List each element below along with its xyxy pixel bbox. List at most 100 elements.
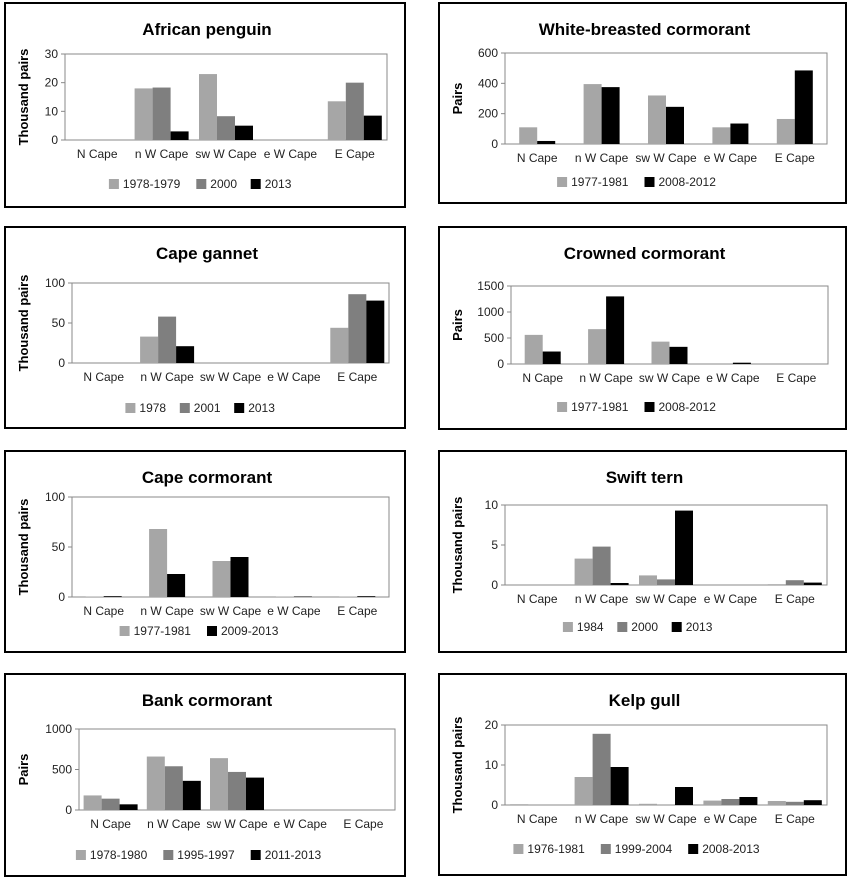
x-category-label: sw W Cape	[635, 592, 697, 606]
x-category-label: sw W Cape	[635, 151, 697, 165]
bar-1984-E-Cape	[767, 584, 786, 585]
bar-2013-sw-W-Cape	[675, 510, 693, 585]
legend-label: 1978-1979	[123, 177, 181, 191]
chart-title: White-breasted cormorant	[539, 20, 751, 39]
legend-label: 1977-1981	[571, 400, 629, 414]
bar-2011-2013-N-Cape	[119, 804, 138, 810]
bar-2009-2013-E-Cape	[357, 596, 376, 597]
swift-tern-chart-svg: Swift tern 0 5 10 Thousand pairs N Cape n W Ca…	[450, 468, 828, 634]
y-tick-label: 0	[51, 133, 58, 147]
y-tick-label: 50	[52, 316, 66, 330]
bar-2008-2012-N-Cape	[542, 351, 561, 364]
bar-2011-2013-n-W-Cape	[182, 780, 201, 810]
legend-swatch	[108, 179, 119, 189]
y-tick-label: 0	[65, 803, 72, 817]
x-category-label: sw W Cape	[200, 604, 262, 618]
legend-label: 1995-1997	[177, 848, 235, 862]
bar-2013-n-W-Cape	[176, 346, 195, 363]
bar-2013-E-Cape	[366, 300, 385, 363]
legend-swatch	[644, 177, 655, 187]
bar-1978-E-Cape	[330, 327, 349, 363]
x-category-label: e W Cape	[704, 812, 758, 826]
bar-1984-sw-W-Cape	[639, 575, 657, 585]
x-category-label: e W Cape	[706, 371, 760, 385]
bar-2009-2013-sw-W-Cape	[230, 557, 249, 597]
bar-2013-sw-W-Cape	[235, 125, 253, 140]
y-axis-label: Thousand pairs	[16, 499, 31, 596]
legend-swatch	[562, 622, 573, 632]
y-tick-label: 0	[491, 798, 498, 812]
bar-2008-2013-n-W-Cape	[610, 767, 629, 805]
x-category-label: e W Cape	[267, 370, 321, 384]
chart-title: Cape cormorant	[142, 468, 273, 487]
legend-swatch	[234, 403, 245, 413]
legend-label: 2000	[210, 177, 237, 191]
crowned-cormorant-chart-panel: Crowned cormorant 0 500 1000 1500 Pairs N Cape…	[438, 226, 847, 430]
legend-label: 2001	[194, 401, 221, 415]
y-tick-label: 200	[478, 107, 498, 121]
y-tick-label: 500	[52, 763, 72, 777]
x-category-label: n W Cape	[575, 592, 629, 606]
bar-2008-2013-E-Cape	[803, 800, 822, 805]
bar-2008-2013-sw-W-Cape	[675, 787, 693, 805]
cape-gannet-chart-panel: Cape gannet 0 50 100 Thousand pairs N Cape n W…	[4, 226, 406, 429]
bar-1977-1981-N-Cape	[519, 127, 538, 144]
legend-swatch	[688, 844, 699, 854]
kelp-gull-chart-svg: Kelp gull 0 10 20 Thousand pairs N Cape n W Ca…	[450, 691, 828, 856]
y-tick-label: 100	[45, 490, 65, 504]
legend-label: 1999-2004	[615, 842, 673, 856]
x-category-label: e W Cape	[274, 817, 328, 831]
bar-2013-E-Cape	[363, 115, 382, 140]
y-tick-label: 0	[58, 356, 65, 370]
bar-1977-1981-sw-W-Cape	[648, 95, 666, 144]
bar-1978-1979-sw-W-Cape	[199, 74, 217, 140]
crowned-cormorant-chart-svg: Crowned cormorant 0 500 1000 1500 Pairs N Cape…	[450, 244, 829, 414]
african-penguin-chart-svg: African penguin 0 10 20 30 Thousand pairs N Ca…	[16, 20, 388, 191]
y-tick-label: 1500	[477, 279, 504, 293]
bar-2000-sw-W-Cape	[217, 116, 235, 140]
y-axis-label: Thousand pairs	[450, 717, 465, 814]
bar-1977-1981-n-W-Cape	[583, 84, 602, 144]
x-category-label: e W Cape	[267, 604, 321, 618]
y-tick-label: 1000	[45, 722, 72, 736]
plot-area	[504, 724, 828, 806]
x-category-label: n W Cape	[575, 812, 629, 826]
x-category-label: E Cape	[335, 147, 375, 161]
legend-label: 2011-2013	[265, 848, 322, 862]
x-category-label: N Cape	[77, 147, 118, 161]
legend-swatch	[644, 402, 655, 412]
bar-1976-1981-sw-W-Cape	[639, 803, 657, 805]
legend-swatch	[207, 626, 217, 636]
y-tick-label: 10	[45, 104, 59, 118]
x-category-label: E Cape	[775, 151, 815, 165]
x-category-label: n W Cape	[135, 147, 189, 161]
x-category-label: E Cape	[776, 371, 816, 385]
x-category-label: n W Cape	[140, 604, 194, 618]
bar-2008-2012-sw-W-Cape	[669, 346, 688, 364]
kelp-gull-chart-panel: Kelp gull 0 10 20 Thousand pairs N Cape n W Ca…	[438, 673, 847, 876]
x-category-label: N Cape	[83, 604, 124, 618]
legend-label: 2008-2013	[702, 842, 760, 856]
legend-label: 1978	[139, 401, 166, 415]
bar-1999-2004-E-Cape	[785, 801, 804, 805]
bar-2008-2012-N-Cape	[537, 140, 556, 144]
bar-1977-1981-sw-W-Cape	[651, 341, 670, 364]
y-tick-label: 0	[497, 357, 504, 371]
legend-label: 1984	[577, 620, 604, 634]
x-category-label: N Cape	[517, 592, 558, 606]
y-axis-label: Thousand pairs	[450, 497, 465, 594]
bar-2000-E-Cape	[345, 82, 364, 140]
y-tick-label: 500	[484, 331, 504, 345]
bar-2000-E-Cape	[785, 580, 804, 585]
bar-1978-1980-sw-W-Cape	[210, 758, 228, 810]
x-category-label: n W Cape	[140, 370, 194, 384]
bar-1978-1979-E-Cape	[327, 101, 346, 140]
legend-swatch	[600, 844, 611, 854]
bar-2000-n-W-Cape	[592, 546, 611, 585]
legend-label: 2013	[265, 177, 292, 191]
legend-label: 2013	[248, 401, 275, 415]
cape-gannet-chart-svg: Cape gannet 0 50 100 Thousand pairs N Cape n W…	[16, 244, 390, 415]
bar-2009-2013-N-Cape	[103, 596, 122, 597]
y-tick-label: 0	[491, 137, 498, 151]
bar-1984-n-W-Cape	[574, 558, 593, 585]
